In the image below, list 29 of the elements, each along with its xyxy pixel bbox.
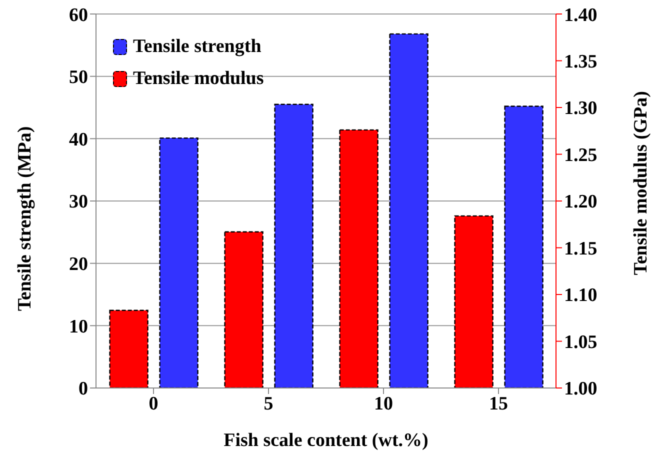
x-tick-label: 15 bbox=[489, 393, 508, 414]
y2-tick-label: 1.15 bbox=[564, 238, 598, 260]
y2-tick-label: 1.05 bbox=[564, 332, 598, 353]
y2-tick-label: 1.30 bbox=[564, 98, 598, 120]
bar bbox=[159, 137, 198, 388]
x-axis-title: Fish scale content (wt.%) bbox=[224, 430, 428, 451]
bar bbox=[389, 33, 428, 388]
y-tick-label: 20 bbox=[69, 254, 88, 276]
bar bbox=[504, 106, 544, 388]
y-tick-label: 40 bbox=[69, 129, 88, 150]
y-tick-label: 50 bbox=[69, 67, 88, 88]
y-tick-label: 60 bbox=[69, 4, 88, 26]
y2-tick-label: 1.40 bbox=[564, 4, 598, 26]
y-axis-title: Tensile strength (MPa) bbox=[14, 126, 36, 311]
y2-tick-label: 1.35 bbox=[564, 51, 598, 72]
y2-tick-label: 1.20 bbox=[564, 192, 598, 213]
y-tick-label: 10 bbox=[69, 316, 88, 338]
y2-tick-label: 1.00 bbox=[564, 378, 598, 400]
y2-tick-label: 1.25 bbox=[564, 144, 598, 166]
bar bbox=[274, 104, 314, 388]
legend-label: Tensile modulus bbox=[133, 68, 264, 90]
y2-tick-label: 1.10 bbox=[564, 285, 598, 306]
y-tick-label: 30 bbox=[69, 192, 88, 213]
legend-label: Tensile strength bbox=[133, 36, 262, 58]
y-tick-label: 0 bbox=[78, 378, 88, 400]
x-tick-label: 10 bbox=[374, 393, 393, 414]
x-tick-label: 5 bbox=[264, 393, 274, 414]
y2-axis-title: Tensile modulus (GPa) bbox=[630, 91, 652, 276]
x-tick-label: 0 bbox=[148, 393, 158, 414]
